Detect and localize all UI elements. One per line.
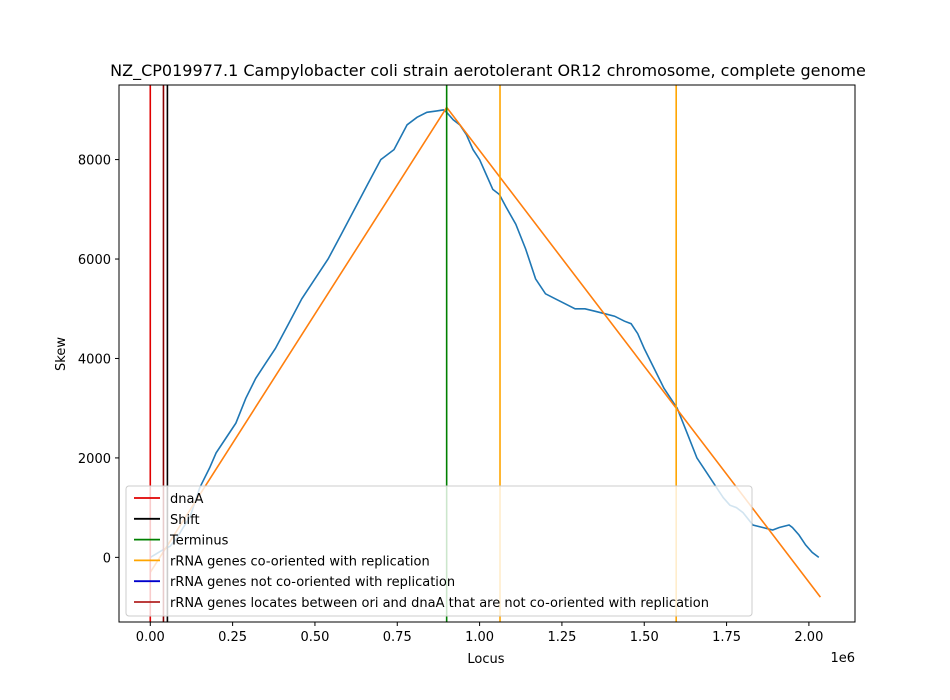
legend-box [125,485,753,617]
x-axis-label: Locus [467,652,504,667]
y-tick-label: 4000 [78,352,111,367]
y-axis-label: Skew [54,337,69,371]
chart-title: NZ_CP019977.1 Campylobacter coli strain … [110,61,866,81]
x-tick-label: 1.00 [465,630,494,645]
x-tick-label: 0.75 [383,630,412,645]
y-tick-label: 2000 [78,452,111,467]
legend-label: dnaA [170,492,203,507]
x-tick-label: 0.00 [136,630,165,645]
y-tick-label: 6000 [78,253,111,268]
x-tick-label: 1.25 [547,630,576,645]
plot-area: 0.00 0.25 0.50 0.75 1.00 1.25 1.50 1.75 2.00 0 200… [78,84,856,645]
legend-label: Shift [170,513,200,528]
legend-label: rRNA genes not co-oriented with replicat… [170,575,455,590]
x-tick-label: 2.00 [794,630,823,645]
legend-label: rRNA genes locates between ori and dnaA … [170,596,709,611]
x-tick-label: 0.50 [300,630,329,645]
y-tick-label: 0 [103,551,111,566]
legend-label: rRNA genes co-oriented with replication [170,554,430,569]
plot-frame [118,84,856,623]
x-tick-label: 1.50 [630,630,659,645]
x-tick-label: 1.75 [712,630,741,645]
legend-label: Terminus [169,534,229,549]
x-tick-label: 0.25 [218,630,247,645]
x-axis-offset-label: 1e6 [830,651,855,666]
y-tick-label: 8000 [78,154,111,169]
